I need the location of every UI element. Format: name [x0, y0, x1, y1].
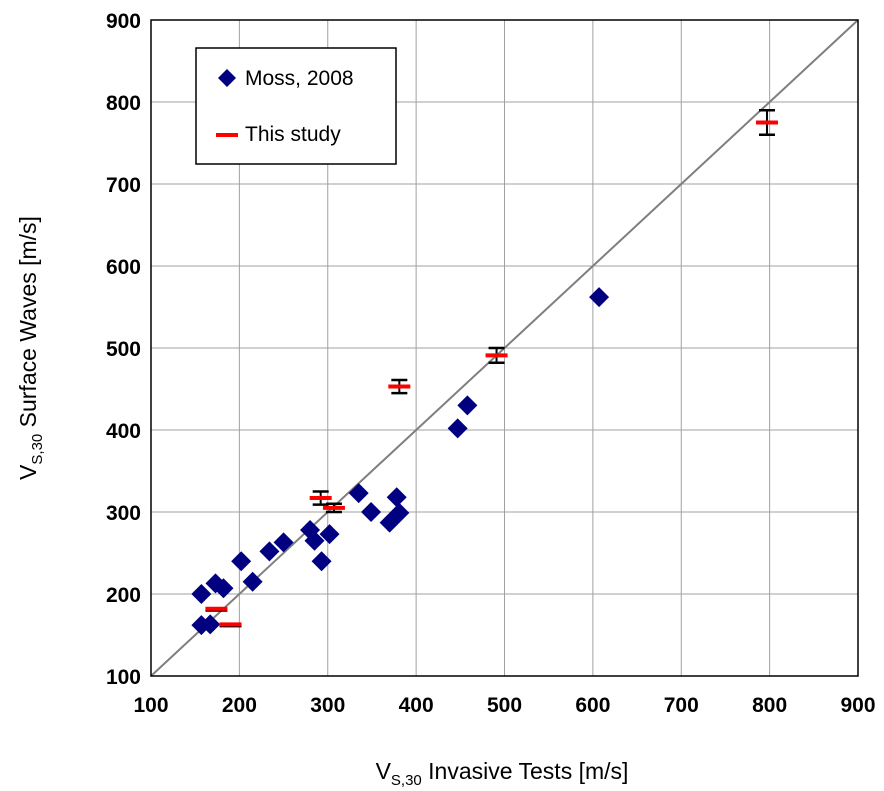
- moss-2008-series: [191, 287, 610, 636]
- moss-diamond-point: [348, 483, 369, 504]
- x-tick-label: 100: [133, 694, 168, 717]
- legend-diamond-icon: [218, 69, 236, 87]
- moss-diamond-point: [311, 551, 332, 572]
- moss-diamond-point: [213, 578, 234, 599]
- y-axis-label: VS,30 Surface Waves [m/s]: [15, 216, 46, 480]
- x-tick-label: 600: [575, 694, 610, 717]
- y-tick-label: 100: [106, 666, 141, 689]
- x-tick-labels: 100 200 300 400 500 600 700 800 900: [133, 694, 875, 717]
- plot-border: [150, 19, 859, 677]
- x-axis-label: VS,30 Invasive Tests [m/s]: [376, 758, 629, 789]
- moss-diamond-point: [259, 541, 280, 562]
- moss-diamond-point: [191, 584, 212, 604]
- y-tick-labels: 100 200 300 400 500 600 700 800 900: [106, 10, 141, 689]
- this-study-series: [205, 108, 778, 628]
- moss-diamond-point: [457, 395, 478, 416]
- moss-diamond-point: [389, 502, 410, 523]
- legend-box: [195, 47, 397, 165]
- moss-diamond-point: [242, 571, 263, 592]
- y-tick-label: 300: [106, 502, 141, 525]
- y-tick-label: 900: [106, 10, 141, 33]
- y-tick-label: 700: [106, 174, 141, 197]
- x-tick-label: 300: [310, 694, 345, 717]
- legend: Moss, 2008 This study: [195, 47, 397, 165]
- moss-diamond-point: [200, 614, 221, 635]
- x-tick-label: 200: [222, 694, 257, 717]
- y-tick-label: 800: [106, 92, 141, 115]
- moss-diamond-point: [361, 502, 382, 522]
- legend-label-this-study: This study: [245, 123, 341, 146]
- moss-diamond-point: [273, 532, 294, 553]
- y-tick-label: 400: [106, 420, 141, 443]
- legend-label-moss: Moss, 2008: [245, 67, 354, 90]
- x-tick-label: 700: [664, 694, 699, 717]
- moss-diamond-point: [589, 287, 610, 308]
- moss-diamond-point: [304, 530, 325, 551]
- y-tick-label: 600: [106, 256, 141, 279]
- x-tick-label: 400: [399, 694, 434, 717]
- x-tick-label: 800: [752, 694, 787, 717]
- moss-diamond-point: [231, 551, 252, 572]
- moss-diamond-point: [319, 524, 340, 545]
- x-tick-label: 500: [487, 694, 522, 717]
- moss-diamond-point: [447, 418, 468, 439]
- moss-diamond-point: [386, 487, 407, 508]
- x-tick-label: 900: [840, 694, 875, 717]
- y-tick-label: 200: [106, 584, 141, 607]
- y-tick-label: 500: [106, 338, 141, 361]
